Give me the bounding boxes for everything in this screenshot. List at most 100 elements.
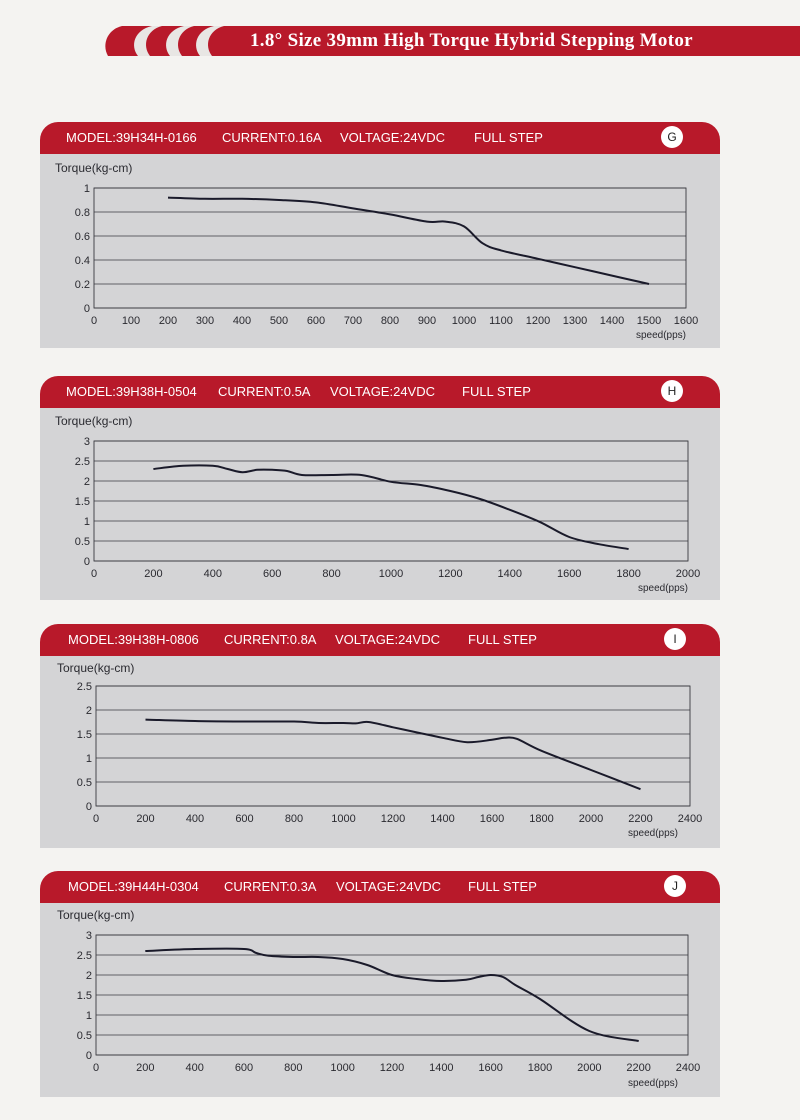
x-axis-title: speed(pps) <box>628 828 678 839</box>
panel-header: MODEL:39H38H-0504 CURRENT:0.5A VOLTAGE:2… <box>40 376 720 408</box>
x-tick-label: 1800 <box>616 568 640 580</box>
title-banner: 1.8° Size 39mm High Torque Hybrid Steppi… <box>100 26 800 56</box>
x-tick-label: 600 <box>235 1062 253 1074</box>
x-axis-title: speed(pps) <box>636 330 686 341</box>
x-tick-label: 100 <box>122 315 140 327</box>
x-tick-label: 0 <box>93 1062 99 1074</box>
y-tick-label: 0 <box>84 556 90 568</box>
chart-panel-i: MODEL:39H38H-0806 CURRENT:0.8A VOLTAGE:2… <box>40 624 720 848</box>
x-tick-label: 1400 <box>430 813 454 825</box>
x-tick-label: 200 <box>136 813 154 825</box>
chart-panel-h: MODEL:39H38H-0504 CURRENT:0.5A VOLTAGE:2… <box>40 376 720 600</box>
x-tick-label: 600 <box>235 813 253 825</box>
x-tick-label: 1800 <box>529 813 553 825</box>
model-label: MODEL:39H34H-0166 <box>66 130 197 145</box>
banner-tab-1 <box>105 26 800 56</box>
x-tick-label: 600 <box>307 315 325 327</box>
torque-chart-i: 0 0.5 1 1.5 2 2.5 0 200 400 600 800 1000 1200 1400 160… <box>57 661 702 839</box>
x-tick-label: 2200 <box>626 1062 650 1074</box>
plot-frame <box>95 685 691 807</box>
y-tick-label: 2.5 <box>75 456 90 468</box>
x-tick-label: 400 <box>186 813 204 825</box>
y-axis-title: Torque(kg-cm) <box>55 161 132 175</box>
y-tick-label: 2.5 <box>77 950 92 962</box>
x-tick-label: 0 <box>91 315 97 327</box>
plot-frame <box>95 934 689 1056</box>
x-tick-label: 1800 <box>528 1062 552 1074</box>
x-tick-label: 1300 <box>563 315 587 327</box>
x-tick-label: 800 <box>284 1062 302 1074</box>
step-label: FULL STEP <box>468 879 537 894</box>
x-tick-label: 300 <box>196 315 214 327</box>
y-tick-label: 0 <box>86 1050 92 1062</box>
y-axis-title: Torque(kg-cm) <box>57 661 134 675</box>
y-axis-title: Torque(kg-cm) <box>57 908 134 922</box>
y-tick-label: 1 <box>86 753 92 765</box>
banner-tab-stripe-1 <box>134 26 162 56</box>
x-tick-label: 1200 <box>526 315 550 327</box>
plot-frame <box>93 187 687 309</box>
x-tick-label: 500 <box>270 315 288 327</box>
x-tick-label: 200 <box>144 568 162 580</box>
voltage-label: VOLTAGE:24VDC <box>340 130 445 145</box>
x-tick-label: 1000 <box>379 568 403 580</box>
y-tick-label: 0 <box>86 801 92 813</box>
y-tick-label: 3 <box>86 930 92 942</box>
y-tick-label: 2.5 <box>77 681 92 693</box>
x-tick-label: 200 <box>136 1062 154 1074</box>
x-tick-label: 400 <box>185 1062 203 1074</box>
panel-header: MODEL:39H38H-0806 CURRENT:0.8A VOLTAGE:2… <box>40 624 720 656</box>
y-tick-label: 0 <box>84 303 90 315</box>
current-label: CURRENT:0.8A <box>224 632 317 647</box>
chart-area: 0 0.5 1 1.5 2 2.5 3 0 200 400 600 800 1000 1200 1400 16… <box>40 408 720 600</box>
x-tick-label: 1600 <box>674 315 698 327</box>
x-axis-title: speed(pps) <box>628 1078 678 1089</box>
chart-panel-j: MODEL:39H44H-0304 CURRENT:0.3A VOLTAGE:2… <box>40 871 720 1097</box>
voltage-label: VOLTAGE:24VDC <box>330 384 435 399</box>
x-tick-label: 1400 <box>429 1062 453 1074</box>
torque-curve <box>153 464 629 550</box>
y-tick-label: 1.5 <box>77 990 92 1002</box>
y-tick-label: 1 <box>84 516 90 528</box>
current-label: CURRENT:0.16A <box>222 130 322 145</box>
step-label: FULL STEP <box>468 632 537 647</box>
x-tick-label: 2200 <box>628 813 652 825</box>
chart-area: 0 0.5 1 1.5 2 2.5 0 200 400 600 800 1000 1200 1400 160… <box>40 656 720 848</box>
y-tick-label: 1.5 <box>75 496 90 508</box>
x-tick-label: 900 <box>418 315 436 327</box>
voltage-label: VOLTAGE:24VDC <box>335 632 440 647</box>
panel-header: MODEL:39H34H-0166 CURRENT:0.16A VOLTAGE:… <box>40 122 720 154</box>
x-tick-label: 1000 <box>331 813 355 825</box>
x-tick-label: 1500 <box>637 315 661 327</box>
y-axis-title: Torque(kg-cm) <box>55 414 132 428</box>
y-tick-label: 1.5 <box>77 729 92 741</box>
current-label: CURRENT:0.3A <box>224 879 317 894</box>
x-tick-label: 800 <box>285 813 303 825</box>
x-tick-label: 1100 <box>489 315 513 327</box>
banner-tab-stripe-2 <box>166 26 194 56</box>
x-tick-label: 1200 <box>381 813 405 825</box>
model-label: MODEL:39H44H-0304 <box>68 879 199 894</box>
y-tick-label: 1 <box>86 1010 92 1022</box>
torque-curve <box>145 718 641 791</box>
chart-area: 0 0.5 1 1.5 2 2.5 3 0 200 400 600 800 1000 1200 1400 16… <box>40 903 720 1097</box>
x-tick-label: 800 <box>322 568 340 580</box>
torque-chart-h: 0 0.5 1 1.5 2 2.5 3 0 200 400 600 800 1000 1200 1400 16… <box>55 414 700 594</box>
x-tick-label: 1600 <box>480 813 504 825</box>
banner-ribbon <box>105 26 800 56</box>
chart-panel-g: MODEL:39H34H-0166 CURRENT:0.16A VOLTAGE:… <box>40 122 720 348</box>
x-tick-label: 2400 <box>676 1062 700 1074</box>
x-tick-label: 1000 <box>330 1062 354 1074</box>
torque-curve <box>167 196 650 285</box>
x-tick-label: 1200 <box>438 568 462 580</box>
torque-chart-g: 0 0.2 0.4 0.6 0.8 1 0 100 200 300 400 500 600 700 800 9… <box>55 161 698 341</box>
y-tick-label: 0.5 <box>77 1030 92 1042</box>
plot-frame <box>93 440 689 562</box>
y-tick-label: 2 <box>84 476 90 488</box>
x-tick-label: 2000 <box>676 568 700 580</box>
x-tick-label: 2000 <box>577 1062 601 1074</box>
step-label: FULL STEP <box>474 130 543 145</box>
y-tick-label: 0.6 <box>75 231 90 243</box>
y-tick-label: 0.8 <box>75 207 90 219</box>
model-label: MODEL:39H38H-0504 <box>66 384 197 399</box>
